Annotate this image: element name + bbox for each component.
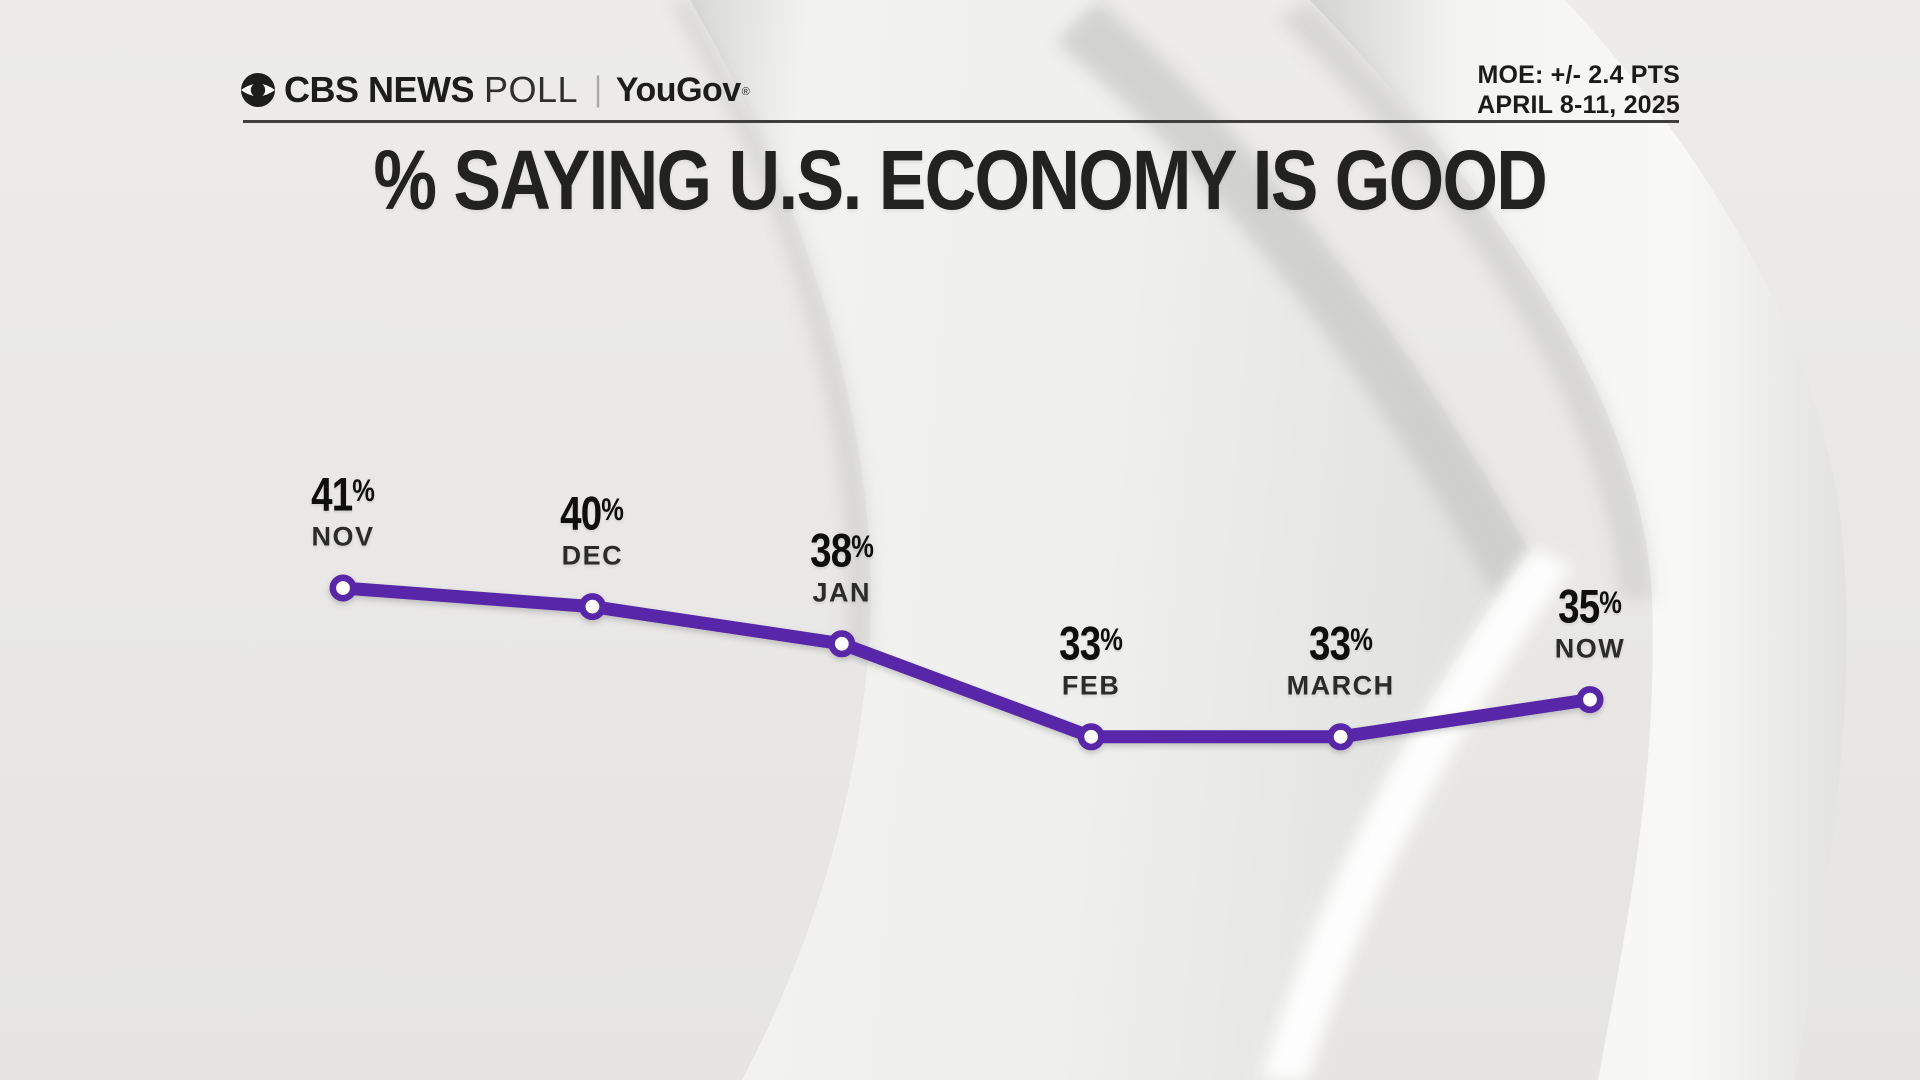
data-point-march [1327,723,1355,751]
trend-line-group [329,574,1604,751]
point-label-feb: 33% FEB [1052,619,1130,701]
point-label-nov: 41% NOV [304,470,382,552]
value-label: 33% [1308,616,1373,670]
point-label-now: 35% NOW [1551,582,1629,664]
data-point-dec [578,593,606,621]
data-point-nov [329,574,357,602]
poll-wordmark: POLL [484,69,579,110]
moe-note: MOE: +/- 2.4 PTS APRIL 8-11, 2025 [1477,60,1680,120]
header-divider [243,120,1679,123]
point-label-march: 33% MARCH [1287,619,1395,701]
category-label: DEC [561,539,624,570]
page-title: % SAYING U.S. ECONOMY IS GOOD [373,133,1548,227]
moe-line2: APRIL 8-11, 2025 [1477,91,1680,119]
point-label-jan: 38% JAN [803,526,881,608]
trend-line [336,581,1597,744]
value-label: 40% [560,485,625,539]
moe-line1: MOE: +/- 2.4 PTS [1477,61,1680,89]
data-point-now [1576,686,1604,714]
value-label: 41% [311,467,375,521]
data-point-feb [1077,723,1105,751]
value-label: 35% [1558,578,1622,632]
value-label: 33% [1059,616,1124,670]
point-label-dec: 40% DEC [553,489,631,571]
yougov-wordmark: YouGov [615,70,741,109]
title-row: % SAYING U.S. ECONOMY IS GOOD [0,132,1920,229]
category-label: NOW [1554,632,1626,663]
value-label: 38% [809,523,874,577]
cbs-news-wordmark: CBS NEWS [284,69,475,110]
category-label: NOV [311,521,375,552]
category-label: JAN [812,577,872,608]
header-logo-lockup: CBS NEWS POLL | YouGov ® [240,69,750,110]
cbs-eye-icon [241,73,275,107]
registered-trademark-symbol: ® [741,86,750,98]
category-label: MARCH [1286,670,1395,701]
logo-separator: | [594,70,602,109]
data-point-jan [828,630,856,658]
category-label: FEB [1061,670,1121,701]
